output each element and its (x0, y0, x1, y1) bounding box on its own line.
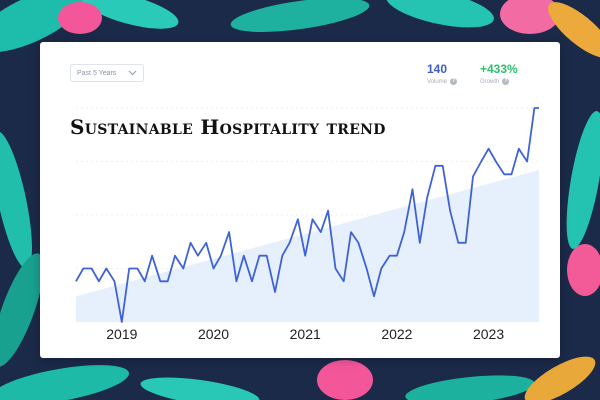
x-tick-label: 2023 (473, 326, 504, 342)
volume-value: 140 (427, 62, 448, 76)
growth-stat: +433% Growth ? (480, 62, 518, 85)
time-range-label: Past 5 Years (77, 69, 117, 77)
help-icon[interactable]: ? (502, 78, 510, 85)
growth-label: Growth (480, 78, 500, 85)
volume-label: Volume (427, 78, 448, 85)
series-line (75, 107, 539, 323)
x-tick-label: 2020 (198, 326, 229, 342)
x-tick-label: 2019 (106, 326, 137, 342)
trend-card: Past 5 Years 140 Volume ? +433% Growth ?… (40, 42, 560, 358)
x-tick-label: 2021 (290, 326, 321, 342)
growth-value: +433% (480, 62, 518, 76)
trend-chart: 2019 2020 2021 2022 2023 (75, 107, 539, 342)
chevron-down-icon (128, 70, 137, 76)
x-tick-label: 2022 (381, 326, 412, 342)
chart-title: Sustainable Hospitality trend (70, 115, 386, 139)
time-range-select[interactable]: Past 5 Years (70, 64, 144, 82)
volume-stat: 140 Volume ? (427, 62, 458, 85)
help-icon[interactable]: ? (450, 78, 458, 85)
